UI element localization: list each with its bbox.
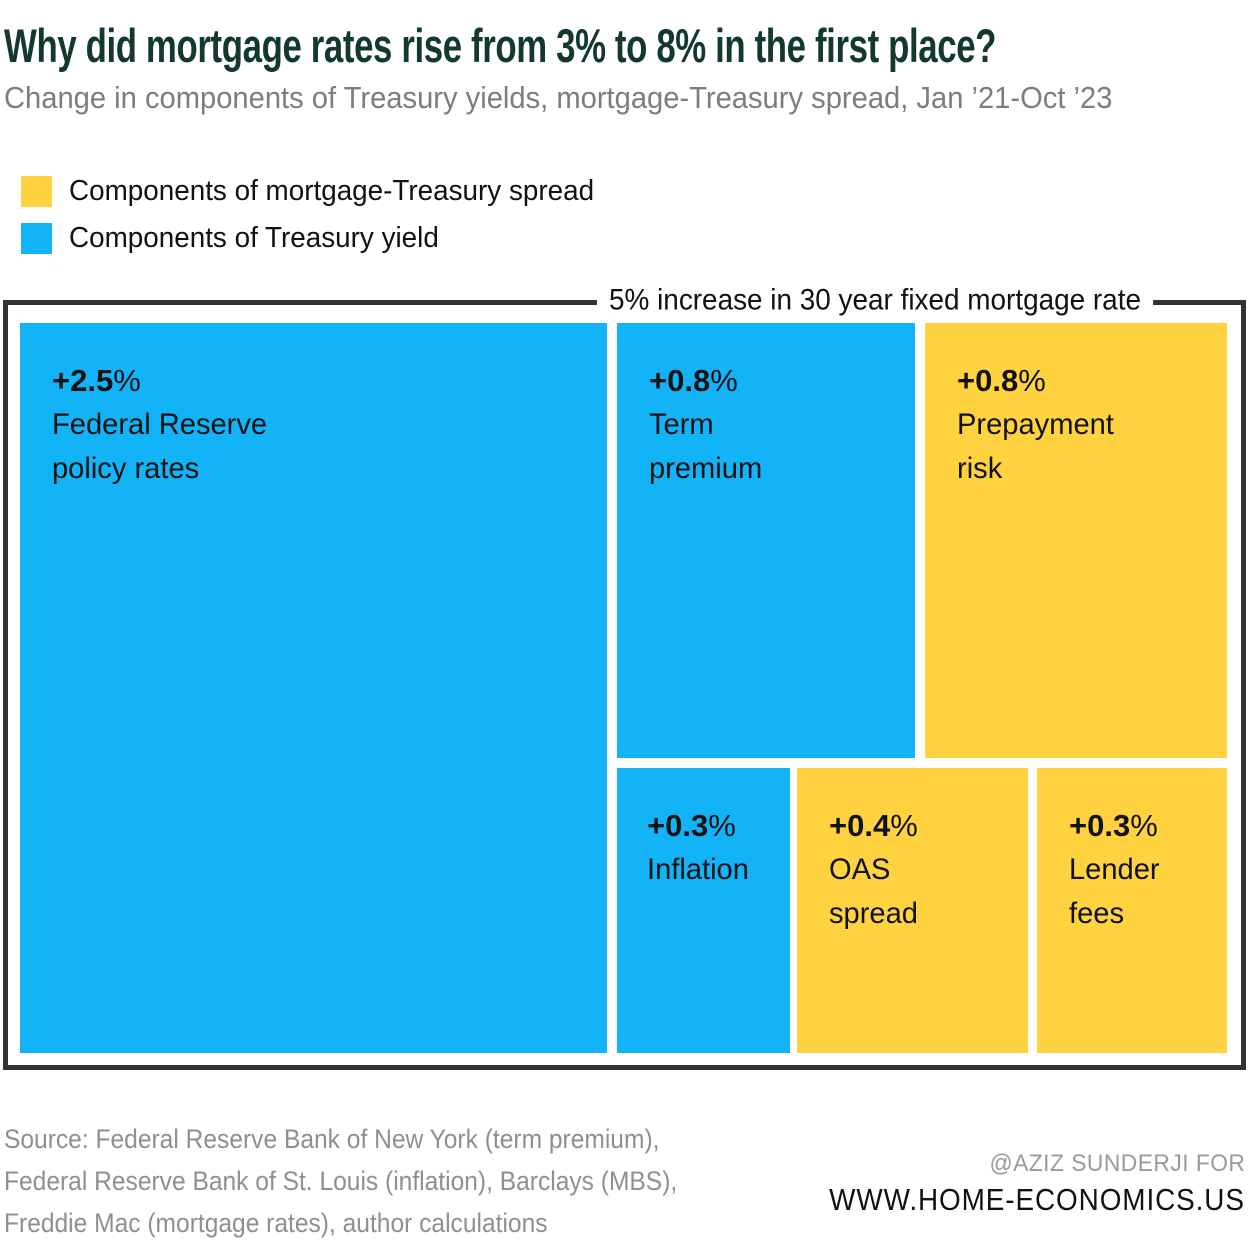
cell-label: Lender fees — [1069, 853, 1160, 930]
yellow-swatch-icon — [21, 176, 52, 207]
website-credit: WWW.HOME-ECONOMICS.US — [829, 1182, 1245, 1217]
page-title: Why did mortgage rates rise from 3% to 8… — [4, 19, 997, 72]
author-credit: @AZIZ SUNDERJI FOR — [989, 1150, 1245, 1177]
cell-value: +0.8% — [649, 363, 738, 398]
cell-label: Term premium — [649, 408, 763, 485]
treemap-cell-federal-reserve-policy-rates: +2.5% Federal Reserve policy rates — [20, 323, 607, 1053]
cell-value: +0.4% — [829, 808, 918, 843]
cell-label: Federal Reserve policy rates — [52, 408, 268, 485]
treemap-cell-oas-spread: +0.4% OAS spread — [797, 768, 1028, 1053]
source-attribution: Source: Federal Reserve Bank of New York… — [4, 1124, 678, 1238]
legend-item-treasury-yield: Components of Treasury yield — [21, 222, 616, 254]
cell-label: Prepayment risk — [957, 408, 1114, 485]
treemap-cell-lender-fees: +0.3% Lender fees — [1037, 768, 1227, 1053]
legend-label: Components of Treasury yield — [69, 222, 439, 254]
treemap-cell-inflation: +0.3% Inflation — [617, 768, 790, 1053]
cell-value: +0.3% — [1069, 808, 1158, 843]
legend: Components of mortgage-Treasury spread C… — [21, 175, 616, 270]
cell-value: +2.5% — [52, 363, 141, 398]
legend-label: Components of mortgage-Treasury spread — [69, 175, 595, 207]
cell-label: OAS spread — [829, 853, 918, 930]
legend-item-mortgage-treasury-spread: Components of mortgage-Treasury spread — [21, 175, 616, 207]
cell-label: Inflation — [647, 853, 749, 886]
page-subtitle: Change in components of Treasury yields,… — [4, 80, 1113, 115]
cell-value: +0.8% — [957, 363, 1046, 398]
total-bracket-label: 5% increase in 30 year fixed mortgage ra… — [596, 283, 1154, 318]
treemap-cell-term-premium: +0.8% Term premium — [617, 323, 915, 758]
treemap-cell-prepayment-risk: +0.8% Prepayment risk — [925, 323, 1227, 758]
cell-value: +0.3% — [647, 808, 736, 843]
blue-swatch-icon — [21, 223, 52, 254]
